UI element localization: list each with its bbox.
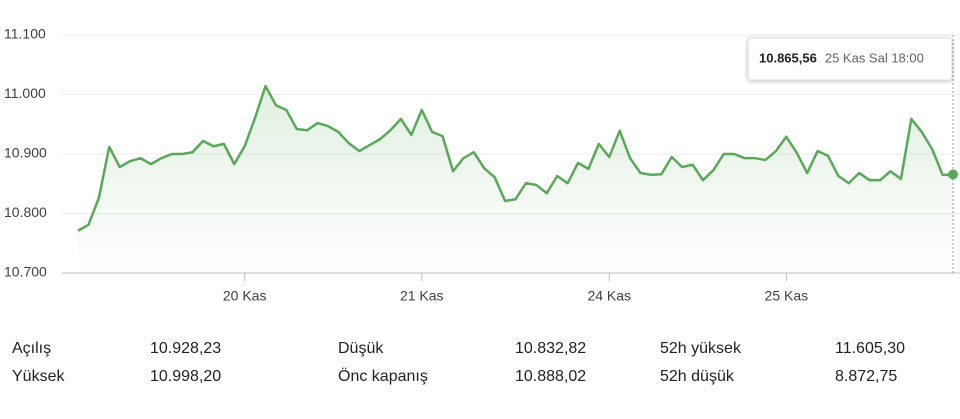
tooltip: 10.865,56 25 Kas Sal 18:00: [747, 37, 953, 81]
stat-value: 10.832,82: [515, 340, 586, 357]
point: [948, 169, 958, 180]
stat-label: Düşük: [338, 340, 384, 357]
tooltip-box: [747, 37, 953, 81]
tooltip-date: 25 Kas Sal 18:00: [825, 50, 924, 65]
stat-label: 52h düşük: [660, 368, 735, 385]
y-tick-label: 10.700: [4, 264, 47, 280]
stat-label: Önc kapanış: [338, 367, 428, 385]
stat-label: 52h yüksek: [660, 340, 742, 357]
stat-label: Yüksek: [12, 368, 65, 385]
stat-value: 11.605,30: [835, 340, 905, 357]
stat-value: 10.998,20: [150, 368, 221, 385]
stat-value: 10.928,23: [150, 340, 221, 357]
tooltip-value: 10.865,56: [759, 50, 817, 65]
stat-value: 8.872,75: [835, 368, 897, 385]
x-tick-label: 20 Kas: [223, 288, 267, 304]
stat-value: 10.888,02: [515, 368, 586, 385]
x-tick-label: 21 Kas: [400, 288, 444, 304]
y-tick-label: 11.000: [4, 85, 46, 101]
area: [78, 86, 953, 273]
x-tick-label: 25 Kas: [765, 288, 809, 304]
y-tick-label: 10.900: [4, 145, 47, 161]
line: [77, 84, 954, 232]
x-tick-label: 24 Kas: [587, 288, 631, 304]
y-tick-label: 10.800: [4, 204, 47, 220]
stat-label: Açılış: [12, 340, 51, 357]
y-tick-label: 11.100: [4, 26, 46, 42]
